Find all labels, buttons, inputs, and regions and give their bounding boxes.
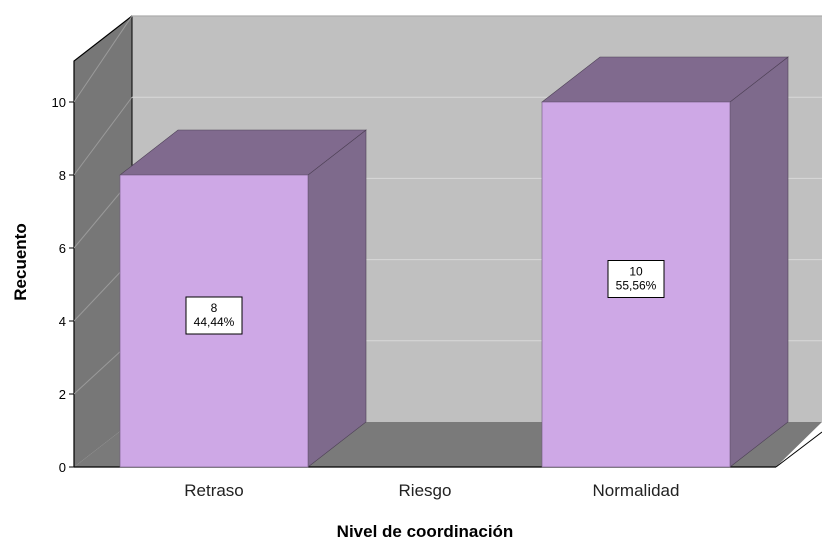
x-axis-title: Nivel de coordinación [337,522,514,541]
y-tick-label: 8 [59,168,66,183]
y-tick-label: 0 [59,460,66,475]
y-axis-ticks: 0 2 4 6 8 10 [52,95,74,475]
data-label-percent: 44,44% [194,315,235,329]
bar-side [307,129,367,468]
gridline-side [73,96,133,176]
x-tick-label: Retraso [184,481,244,500]
gridline-side [73,15,133,103]
y-tick-label: 10 [52,95,66,110]
bar [541,56,789,468]
data-label-percent: 55,56% [616,279,657,293]
y-tick-label: 6 [59,241,66,256]
data-label: 844,44% [185,296,243,335]
bar [119,129,367,468]
data-label-box [185,296,243,335]
x-tick-label: Normalidad [593,481,680,500]
data-label-count: 10 [629,265,643,279]
data-label-box [607,260,665,298]
floor-edge [775,431,822,468]
y-axis-title: Recuento [11,223,30,300]
x-tick-label: Riesgo [399,481,452,500]
y-tick-label: 4 [59,314,66,329]
bars [119,56,789,468]
x-axis-categories: Retraso Riesgo Normalidad [184,481,679,500]
y-tick-label: 2 [59,387,66,402]
data-label-count: 8 [211,301,218,315]
bar-side [729,56,789,468]
